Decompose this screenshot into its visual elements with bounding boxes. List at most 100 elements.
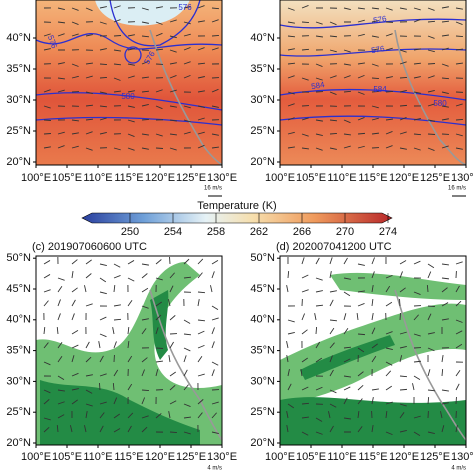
wind-barb (399, 260, 407, 265)
wind-barb (329, 35, 338, 38)
wind-barb (371, 48, 379, 51)
wind-barb (329, 49, 337, 53)
wind-barb (441, 77, 450, 80)
wind-barb (371, 90, 380, 93)
wind-barb (167, 299, 171, 307)
wind-barb (287, 91, 295, 95)
lat-label: 25°N (6, 125, 31, 137)
wind-barb (371, 343, 378, 349)
wind-barb (169, 341, 174, 349)
wind-barb (301, 21, 310, 24)
wind-barb (43, 361, 51, 366)
wind-barb (141, 426, 148, 433)
lat-label: 45°N (250, 283, 275, 295)
wind-barb (301, 5, 309, 9)
wind-barb (127, 119, 135, 123)
wind-ref: 16 m/s (448, 186, 466, 192)
wind-barb (287, 48, 295, 51)
wind-barb (329, 147, 337, 150)
wind-barb (455, 35, 464, 38)
lat-label: 30°N (6, 94, 31, 106)
lon-label: 130°E (207, 451, 237, 463)
lon-label: 100°E (21, 451, 51, 463)
wind-barb (455, 118, 464, 121)
wind-barb (211, 133, 219, 136)
wind-barb (329, 290, 337, 293)
wind-barb (371, 63, 379, 67)
lon-label: 110°E (83, 172, 112, 184)
wind-barb (57, 401, 65, 405)
wind-barb (211, 327, 215, 335)
wind-barb (155, 301, 163, 307)
contour-label: 580 (433, 99, 447, 108)
lon-label: 105°E (52, 451, 82, 463)
wind-barb (357, 145, 365, 149)
wind-barb (85, 104, 94, 107)
wind-barb (85, 7, 93, 12)
wind-barb (113, 275, 121, 279)
wind-barb (413, 62, 422, 65)
wind-barb (155, 89, 163, 93)
wind-barb (127, 75, 135, 79)
coastline (394, 289, 467, 441)
wind-barb (315, 357, 323, 363)
wind-barb (357, 410, 360, 419)
wind-barb (399, 388, 408, 391)
wind-barb (441, 318, 449, 321)
contour (35, 0, 223, 126)
wind-barb (287, 62, 296, 65)
lon-label: 115°E (358, 451, 387, 463)
wind-barb (57, 414, 65, 419)
wind-barb (127, 63, 135, 66)
wind-barb (427, 271, 432, 279)
wind-barb (399, 49, 407, 53)
wind-barb (43, 342, 49, 349)
wind-barb (127, 260, 135, 265)
wind-barb (99, 117, 107, 121)
wind-barb (314, 313, 317, 321)
wind-barb (329, 119, 338, 122)
wind-barb (183, 105, 191, 109)
wind-barb (57, 89, 65, 93)
wind-barb (141, 133, 149, 136)
wind-barb (85, 75, 93, 79)
contour-label: 584 (311, 80, 326, 91)
lat-label: 25°N (250, 406, 275, 418)
wind-barb (315, 257, 320, 265)
contour-label: 584 (373, 85, 387, 94)
wind-barb (85, 403, 93, 407)
wind-barb (169, 89, 177, 93)
wind-barb (141, 147, 149, 150)
wind-barb (287, 103, 295, 107)
wind-barb (343, 313, 347, 321)
wind-barb (343, 90, 352, 93)
wind-barb (413, 375, 421, 381)
precip-core (40, 290, 200, 445)
wind-barb (141, 118, 150, 121)
wind-barb (399, 61, 407, 65)
wind-barb (211, 361, 219, 366)
coastline (149, 29, 223, 166)
wind-barb (315, 35, 323, 38)
wind-barb (385, 47, 393, 51)
wind-barb (127, 90, 135, 93)
wind-barb (141, 90, 150, 93)
wind-barb (85, 34, 93, 37)
wind-barb (343, 375, 351, 378)
lat-label: 35°N (250, 345, 275, 357)
lon-label: 110°E (327, 172, 356, 184)
wind-barb (183, 61, 191, 65)
wind-barb (343, 257, 348, 265)
wind-barb (301, 329, 308, 335)
lat-label: 40°N (250, 314, 275, 326)
wind-barb (427, 147, 435, 151)
wind-barb (441, 105, 449, 108)
wind-barb (329, 389, 337, 394)
wind-barb (441, 302, 449, 307)
wind-barb (127, 34, 135, 37)
lat-label: 35°N (6, 63, 31, 75)
wind-barb (71, 344, 79, 349)
wind-barb (371, 425, 374, 433)
wind-barb (155, 21, 163, 25)
wind-barb (385, 347, 393, 350)
